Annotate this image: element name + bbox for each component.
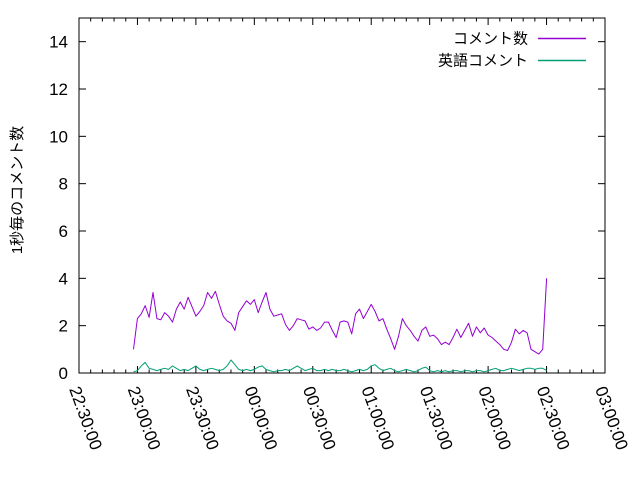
y-tick-label: 14 [49, 33, 68, 52]
y-tick-label: 8 [59, 175, 68, 194]
y-tick-label: 0 [59, 364, 68, 383]
data-series [133, 278, 548, 373]
y-tick-label: 4 [59, 269, 68, 288]
plot-border [78, 17, 606, 374]
x-tick-label: 23:00:00 [124, 384, 164, 453]
y-tick-label: 2 [59, 317, 68, 336]
y-axis-ticks: 0 2 4 6 8 10 12 14 [49, 33, 605, 383]
x-tick-label: 01:30:00 [416, 384, 456, 453]
x-tick-label: 23:30:00 [182, 384, 222, 453]
plot-border-rect [78, 17, 606, 374]
x-tick-label: 00:30:00 [299, 384, 339, 453]
x-axis-ticks: 22:30:00 23:00:00 23:30:00 00:00:00 00:30:00… [65, 18, 632, 453]
y-tick-label: 6 [59, 222, 68, 241]
series-line-comment-count [133, 278, 548, 355]
x-tick-label: 01:00:00 [357, 384, 397, 453]
y-axis-title: 1秒毎のコメント数 [9, 126, 26, 254]
x-tick-label: 02:30:00 [533, 384, 573, 453]
y-tick-label: 12 [49, 80, 68, 99]
legend-label-comment-count: コメント数 [453, 31, 528, 48]
x-tick-label: 03:00:00 [591, 384, 631, 453]
x-tick-label: 02:00:00 [474, 384, 514, 453]
series-line-english-comments [133, 359, 547, 373]
x-tick-label: 00:00:00 [241, 384, 281, 453]
y-tick-label: 10 [49, 127, 68, 146]
legend-label-english-comments: 英語コメント [438, 52, 528, 70]
x-tick-label: 22:30:00 [65, 384, 105, 453]
